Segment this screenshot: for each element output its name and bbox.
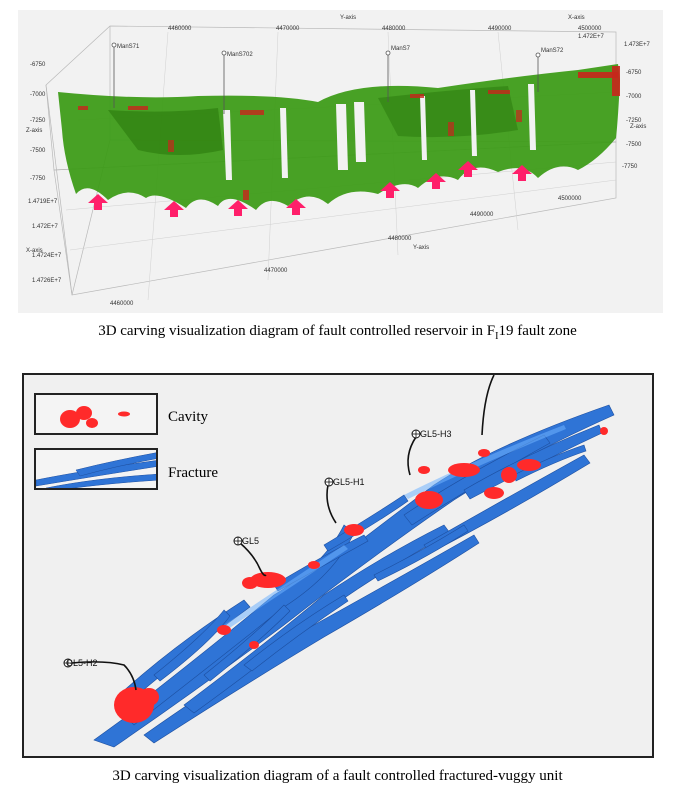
tick-label: -7000 xyxy=(626,94,642,100)
well-label: ManS72 xyxy=(541,48,564,54)
arrow-icon xyxy=(228,200,248,216)
axis-title-z-left: Z-axis xyxy=(26,128,42,134)
tick-label: 4500000 xyxy=(578,26,602,32)
well-label: ManS71 xyxy=(117,44,140,50)
tick-label: 1.4719E+7 xyxy=(28,199,58,205)
fractured-vuggy-unit-view: GL5-H3 GL5-H1 GL5 GL5-H2 xyxy=(63,375,615,748)
caption-text: 3D carving visualization diagram of faul… xyxy=(98,323,496,339)
tick-label: -7000 xyxy=(30,92,46,98)
fault-zone-3d-panel: ManS71 ManS702 ManS7 ManS72 Y-axis X-axi… xyxy=(18,10,663,313)
bottom-figure-caption: 3D carving visualization diagram of a fa… xyxy=(112,768,563,784)
axis-title-y-bottom: Y-axis xyxy=(413,245,429,251)
highlight-arrows xyxy=(88,161,532,217)
tick-label: -7250 xyxy=(30,118,46,124)
tick-label: 4470000 xyxy=(264,268,288,274)
well-paths xyxy=(71,375,495,691)
tick-label: -6750 xyxy=(30,62,46,68)
arrow-icon xyxy=(458,161,478,177)
well-traces xyxy=(113,46,539,114)
tick-label: -7250 xyxy=(626,118,642,124)
arrow-icon xyxy=(426,173,446,189)
legend-fracture-swatch xyxy=(34,448,158,490)
legend-cavity-swatch xyxy=(34,393,158,435)
tick-label: -7750 xyxy=(622,164,638,170)
tick-label: 4490000 xyxy=(470,212,494,218)
tick-label: 1.4724E+7 xyxy=(32,253,62,259)
tick-label: -6750 xyxy=(626,70,642,76)
fault-zone-3d-view: ManS71 ManS702 ManS7 ManS72 Y-axis X-axi… xyxy=(26,15,651,307)
arrow-icon xyxy=(286,199,306,215)
tick-label: 4460000 xyxy=(110,301,134,307)
well-label: GL5-H1 xyxy=(333,477,365,487)
tick-label: -7500 xyxy=(626,142,642,148)
legend-fracture-label: Fracture xyxy=(168,465,218,481)
arrow-icon xyxy=(88,194,108,210)
fractured-vuggy-unit-panel: GL5-H3 GL5-H1 GL5 GL5-H2 Cavity Fracture xyxy=(22,373,654,758)
tick-label: 4480000 xyxy=(388,236,412,242)
tick-label: -7500 xyxy=(30,148,46,154)
well-heads xyxy=(111,42,541,58)
well-marker-crosses xyxy=(64,430,420,667)
top-figure-caption: 3D carving visualization diagram of faul… xyxy=(0,323,675,342)
arrow-icon xyxy=(512,165,532,181)
arrow-icon xyxy=(164,201,184,217)
tick-label: -7750 xyxy=(30,176,46,182)
tick-label: 1.472E+7 xyxy=(32,224,59,230)
tick-label: 1.473E+7 xyxy=(624,42,651,48)
tick-label: 4490000 xyxy=(488,26,512,32)
arrow-icon xyxy=(380,182,400,198)
tick-label: 4470000 xyxy=(276,26,300,32)
fracture-network xyxy=(93,404,615,748)
tick-label: 4480000 xyxy=(382,26,406,32)
axis-title-x-bottom: X-axis xyxy=(26,248,43,254)
well-label: ManS702 xyxy=(227,52,253,58)
axis-title-y-top: Y-axis xyxy=(340,15,356,21)
well-label: GL5-H2 xyxy=(66,658,98,668)
axis-title-x-top: X-axis xyxy=(568,15,585,21)
legend-cavity-label: Cavity xyxy=(168,409,208,425)
caption-subscript: I xyxy=(495,331,499,342)
cavities xyxy=(114,427,608,723)
tick-label: 1.472E+7 xyxy=(578,34,605,40)
tick-label: 4460000 xyxy=(168,26,192,32)
axis-title-z-right: Z-axis xyxy=(630,124,646,130)
reservoir-body xyxy=(58,64,620,210)
well-label: GL5-H3 xyxy=(420,429,452,439)
tick-label: 1.4726E+7 xyxy=(32,278,62,284)
reservoir-red-zones xyxy=(78,66,620,200)
well-label: GL5 xyxy=(242,536,259,546)
caption-text: 19 fault zone xyxy=(498,323,577,339)
well-label: ManS7 xyxy=(391,46,411,52)
tick-label: 4500000 xyxy=(558,196,582,202)
